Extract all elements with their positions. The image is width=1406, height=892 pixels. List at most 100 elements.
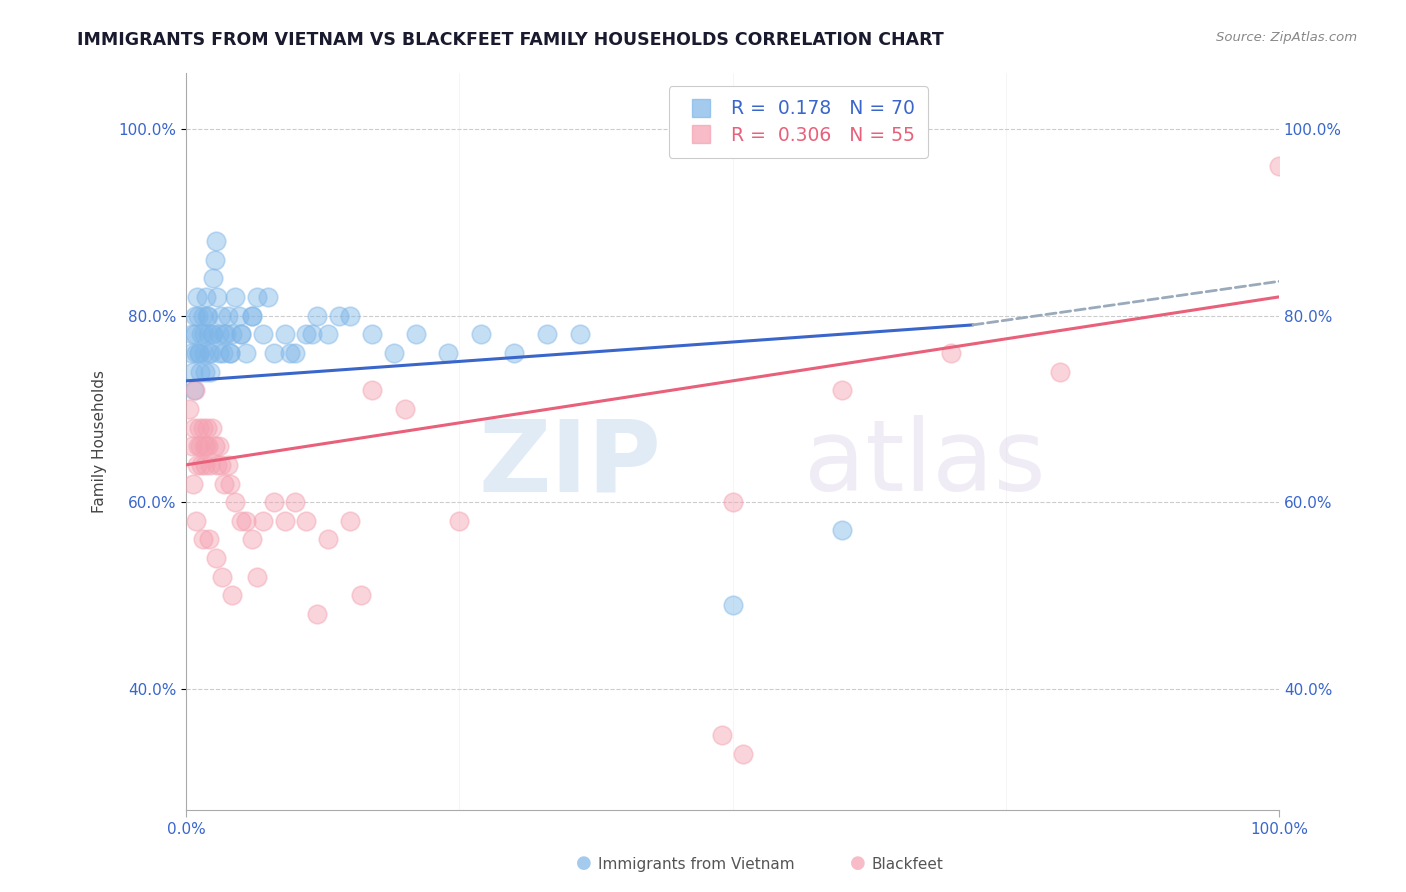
Point — [183, 420, 205, 434]
Point — [202, 327, 225, 342]
Point — [316, 533, 339, 547]
Point — [188, 420, 211, 434]
Point — [191, 309, 214, 323]
Point — [295, 514, 318, 528]
Point — [257, 290, 280, 304]
Point — [263, 346, 285, 360]
Point — [193, 346, 215, 360]
Point — [246, 290, 269, 304]
Point — [183, 383, 205, 397]
Point — [229, 327, 252, 342]
Point — [240, 309, 263, 323]
Point — [394, 401, 416, 416]
Point — [198, 346, 221, 360]
Point — [205, 458, 228, 472]
Point — [200, 458, 222, 472]
Point — [179, 401, 201, 416]
Text: IMMIGRANTS FROM VIETNAM VS BLACKFEET FAMILY HOUSEHOLDS CORRELATION CHART: IMMIGRANTS FROM VIETNAM VS BLACKFEET FAM… — [77, 31, 943, 49]
Point — [221, 327, 243, 342]
Point — [235, 514, 257, 528]
Point — [180, 439, 202, 453]
Point — [246, 570, 269, 584]
Point — [449, 514, 471, 528]
Point — [195, 420, 218, 434]
Y-axis label: Family Households: Family Households — [93, 370, 107, 513]
Point — [221, 589, 243, 603]
Point — [228, 309, 250, 323]
Text: Source: ZipAtlas.com: Source: ZipAtlas.com — [1216, 31, 1357, 45]
Point — [263, 495, 285, 509]
Text: Immigrants from Vietnam: Immigrants from Vietnam — [598, 857, 794, 872]
Point — [273, 327, 295, 342]
Point — [240, 533, 263, 547]
Point — [316, 327, 339, 342]
Point — [194, 439, 217, 453]
Point — [437, 346, 460, 360]
Point — [184, 327, 207, 342]
Point — [195, 309, 218, 323]
Point — [295, 327, 318, 342]
Point — [204, 439, 226, 453]
Point — [218, 346, 240, 360]
Point — [214, 476, 236, 491]
Point — [214, 327, 236, 342]
Point — [721, 495, 744, 509]
Point — [193, 439, 215, 453]
Point — [194, 458, 217, 472]
Point — [181, 476, 204, 491]
Point — [536, 327, 558, 342]
Point — [568, 327, 591, 342]
Point — [208, 346, 231, 360]
Point — [197, 439, 219, 453]
Point — [201, 327, 224, 342]
Point — [190, 458, 212, 472]
Point — [191, 533, 214, 547]
Point — [307, 309, 329, 323]
Point — [831, 523, 853, 537]
Point — [181, 365, 204, 379]
Legend: R =  0.178   N = 70, R =  0.306   N = 55: R = 0.178 N = 70, R = 0.306 N = 55 — [669, 86, 928, 158]
Point — [470, 327, 492, 342]
Point — [307, 607, 329, 621]
Point — [382, 346, 405, 360]
Point — [217, 309, 239, 323]
Point — [211, 570, 233, 584]
Point — [212, 346, 235, 360]
Point — [187, 439, 209, 453]
Point — [252, 514, 274, 528]
Point — [180, 346, 202, 360]
Text: ●: ● — [849, 855, 866, 872]
Point — [187, 309, 209, 323]
Point — [1049, 365, 1071, 379]
Point — [204, 234, 226, 248]
Point — [208, 327, 231, 342]
Point — [190, 365, 212, 379]
Point — [328, 309, 350, 323]
Point — [339, 514, 361, 528]
Point — [214, 327, 236, 342]
Point — [361, 327, 384, 342]
Point — [339, 309, 361, 323]
Point — [224, 290, 246, 304]
Point — [201, 420, 224, 434]
Point — [284, 495, 307, 509]
Point — [191, 420, 214, 434]
Point — [273, 514, 295, 528]
Text: atlas: atlas — [804, 415, 1045, 512]
Point — [218, 476, 240, 491]
Point — [721, 598, 744, 612]
Point — [188, 346, 211, 360]
Point — [503, 346, 526, 360]
Point — [361, 383, 384, 397]
Point — [301, 327, 323, 342]
Point — [405, 327, 427, 342]
Point — [202, 271, 225, 285]
Point — [733, 747, 755, 761]
Point — [186, 290, 208, 304]
Text: Blackfeet: Blackfeet — [872, 857, 943, 872]
Point — [190, 327, 212, 342]
Point — [198, 533, 221, 547]
Point — [194, 290, 217, 304]
Text: ZIP: ZIP — [478, 415, 661, 512]
Point — [186, 458, 208, 472]
